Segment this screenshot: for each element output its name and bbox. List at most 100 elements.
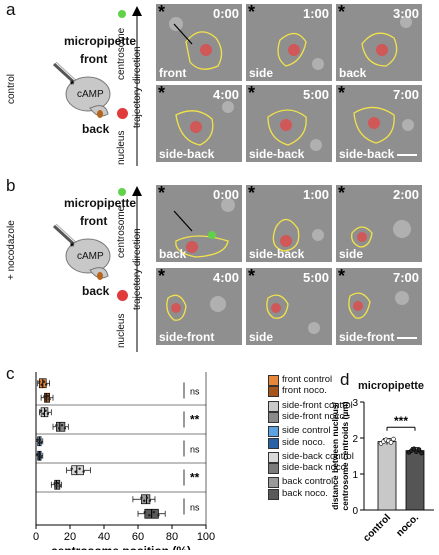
box-point — [60, 424, 64, 427]
significance-label: ** — [190, 413, 200, 427]
data-point — [411, 446, 417, 452]
legend-label: side noco. — [282, 436, 326, 448]
panel-c-letter: c — [6, 364, 15, 383]
box-point — [36, 438, 39, 441]
box-point — [42, 380, 46, 383]
box-point — [46, 412, 50, 415]
data-point — [416, 447, 422, 452]
x-tick-label: 20 — [64, 531, 76, 543]
x-tick-label: noco. — [394, 512, 421, 539]
panel-b-cell-schematic: * — [52, 224, 111, 280]
panel-a-tile-6-time: 7:00 — [392, 87, 419, 102]
y-tick-label: 0 — [352, 506, 358, 517]
panel-b-tile-5-label: side — [249, 330, 274, 344]
box-point — [143, 511, 146, 514]
box-point — [38, 438, 42, 441]
box-point — [38, 380, 41, 383]
panel-a-tile-6-label: side-back — [339, 147, 395, 161]
box-point — [70, 467, 73, 470]
panel-a-cell-schematic: * — [52, 62, 111, 118]
box-point — [37, 456, 41, 459]
significance-label: *** — [394, 414, 408, 428]
box-point — [82, 470, 85, 473]
panel-b-back-label: back — [82, 284, 110, 298]
panel-b-tile-2-label: side-back — [249, 247, 305, 261]
panel-b-nucleus-dot — [117, 290, 128, 301]
panel-c-legend: front control front noco. side-front contr… — [268, 374, 378, 555]
panel-b-tile-5-time: 5:00 — [302, 270, 329, 285]
panel-a-back-label: back — [82, 122, 110, 136]
box-point — [55, 424, 58, 427]
legend-swatch — [268, 437, 279, 449]
x-tick-label: 100 — [197, 531, 215, 543]
y-tick-label: 1 — [352, 470, 358, 481]
panel-a-tile-3-label: back — [339, 66, 367, 80]
legend-swatch — [268, 477, 279, 489]
box-point — [45, 383, 48, 386]
box-point — [152, 511, 156, 514]
x-tick-label: 40 — [98, 531, 110, 543]
box-point — [39, 456, 43, 459]
legend-swatch — [268, 488, 279, 500]
box-point — [37, 441, 41, 444]
box — [71, 465, 84, 476]
panel-b-front-label: front — [80, 214, 108, 228]
box-point — [38, 453, 42, 456]
panel-b-tile-2-time: 1:00 — [302, 187, 329, 202]
legend-label: front noco. — [282, 385, 327, 397]
panel-b-trajectory-arrow — [132, 186, 142, 352]
box-point — [148, 514, 151, 517]
y-axis-label: centrosome centroids (µm) — [340, 401, 350, 510]
panel-b-tile-1: * 0:00 back — [156, 185, 242, 262]
significance-label: ns — [190, 387, 200, 397]
x-axis-label: centrosome position (%) — [51, 544, 191, 550]
panel-b-tile-4-time: 4:00 — [212, 270, 239, 285]
legend-swatch — [268, 426, 279, 438]
panel-b-nucleus-label: nucleus — [116, 313, 127, 348]
panel-a-scale-bar — [397, 154, 417, 156]
panel-b-micropipette-label: micropipette — [64, 196, 137, 210]
legend-swatch — [268, 463, 279, 475]
panel-a-tile-1-time: 0:00 — [212, 6, 239, 21]
legend-label: side-back noco. — [282, 462, 349, 474]
box-point — [74, 470, 77, 473]
panel-b-tile-4: * 4:00 side-front — [156, 268, 242, 345]
panel-b-tile-5: * 5:00 side — [246, 268, 332, 345]
significance-label: ns — [190, 445, 200, 455]
panel-b-condition-label: + nocodazole — [6, 220, 17, 280]
legend-label: side-front control — [282, 399, 353, 411]
box-point — [78, 467, 81, 470]
legend-label: back noco. — [282, 487, 328, 499]
x-tick-label: control — [361, 512, 393, 544]
legend-label: side-front noco. — [282, 410, 348, 422]
panel-a-tile-4-label: side-back — [159, 147, 215, 161]
box-point — [157, 514, 160, 517]
panel-b-tile-6-label: side-front — [339, 330, 395, 344]
x-tick-label: 80 — [166, 531, 178, 543]
box-point — [145, 496, 149, 499]
panel-a-trajectory-arrow — [132, 6, 142, 166]
panel-d-title: micropipette — [358, 380, 425, 392]
x-tick-label: 0 — [33, 531, 39, 543]
panel-a-tile-2: * 1:00 side — [246, 4, 332, 81]
panel-b-tile-3-time: 2:00 — [392, 187, 419, 202]
panel-b-tile-4-label: side-front — [159, 330, 215, 344]
significance-label: ns — [190, 503, 200, 513]
y-axis-label: distance between nucleus/ — [330, 402, 340, 510]
panel-b-tile-6: * 7:00 side-front — [336, 268, 422, 345]
legend-swatch — [268, 411, 279, 423]
box-point — [45, 398, 48, 401]
panel-b-camp-label: cAMP — [77, 251, 104, 262]
panel-b-letter: b — [6, 176, 16, 195]
y-tick-label: 3 — [352, 398, 358, 409]
panel-a-nucleus-label: nucleus — [116, 130, 127, 165]
box-point — [56, 482, 60, 485]
legend-swatch — [268, 386, 279, 398]
legend-swatch — [268, 375, 279, 386]
panel-a-tile-4-time: 4:00 — [212, 87, 239, 102]
legend-label: front control — [282, 374, 333, 385]
box-point — [40, 383, 43, 386]
box — [56, 421, 66, 432]
box-point — [148, 499, 152, 502]
panel-a-micropipette-label: micropipette — [64, 34, 137, 48]
